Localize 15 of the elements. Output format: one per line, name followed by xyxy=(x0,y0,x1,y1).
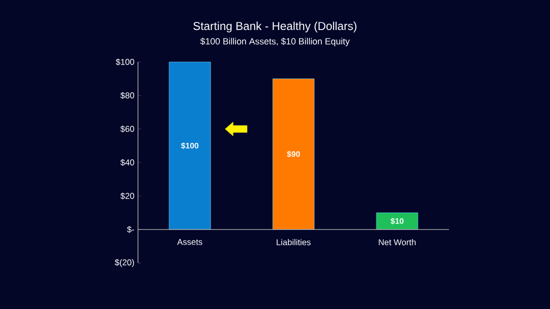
chart-subtitle: $100 Billion Assets, $10 Billion Equity xyxy=(200,38,350,46)
y-tick-label: $40 xyxy=(120,159,134,166)
y-tick-label: $20 xyxy=(120,192,134,200)
y-tick-label: $(20) xyxy=(114,258,134,268)
x-tick-label: Net Worth xyxy=(378,239,416,246)
x-tick-label: Liabilities xyxy=(276,239,311,246)
x-tick-label: Assets xyxy=(177,239,202,245)
y-tick-label: $100 xyxy=(116,58,134,66)
y-tick-label: $60 xyxy=(120,126,134,132)
chart-title: Starting Bank - Healthy (Dollars) xyxy=(193,22,356,32)
bar xyxy=(376,212,418,230)
bar xyxy=(272,78,314,230)
y-tick-label: $- xyxy=(127,226,134,233)
bar xyxy=(168,62,211,230)
y-tick-label: $80 xyxy=(120,92,134,99)
